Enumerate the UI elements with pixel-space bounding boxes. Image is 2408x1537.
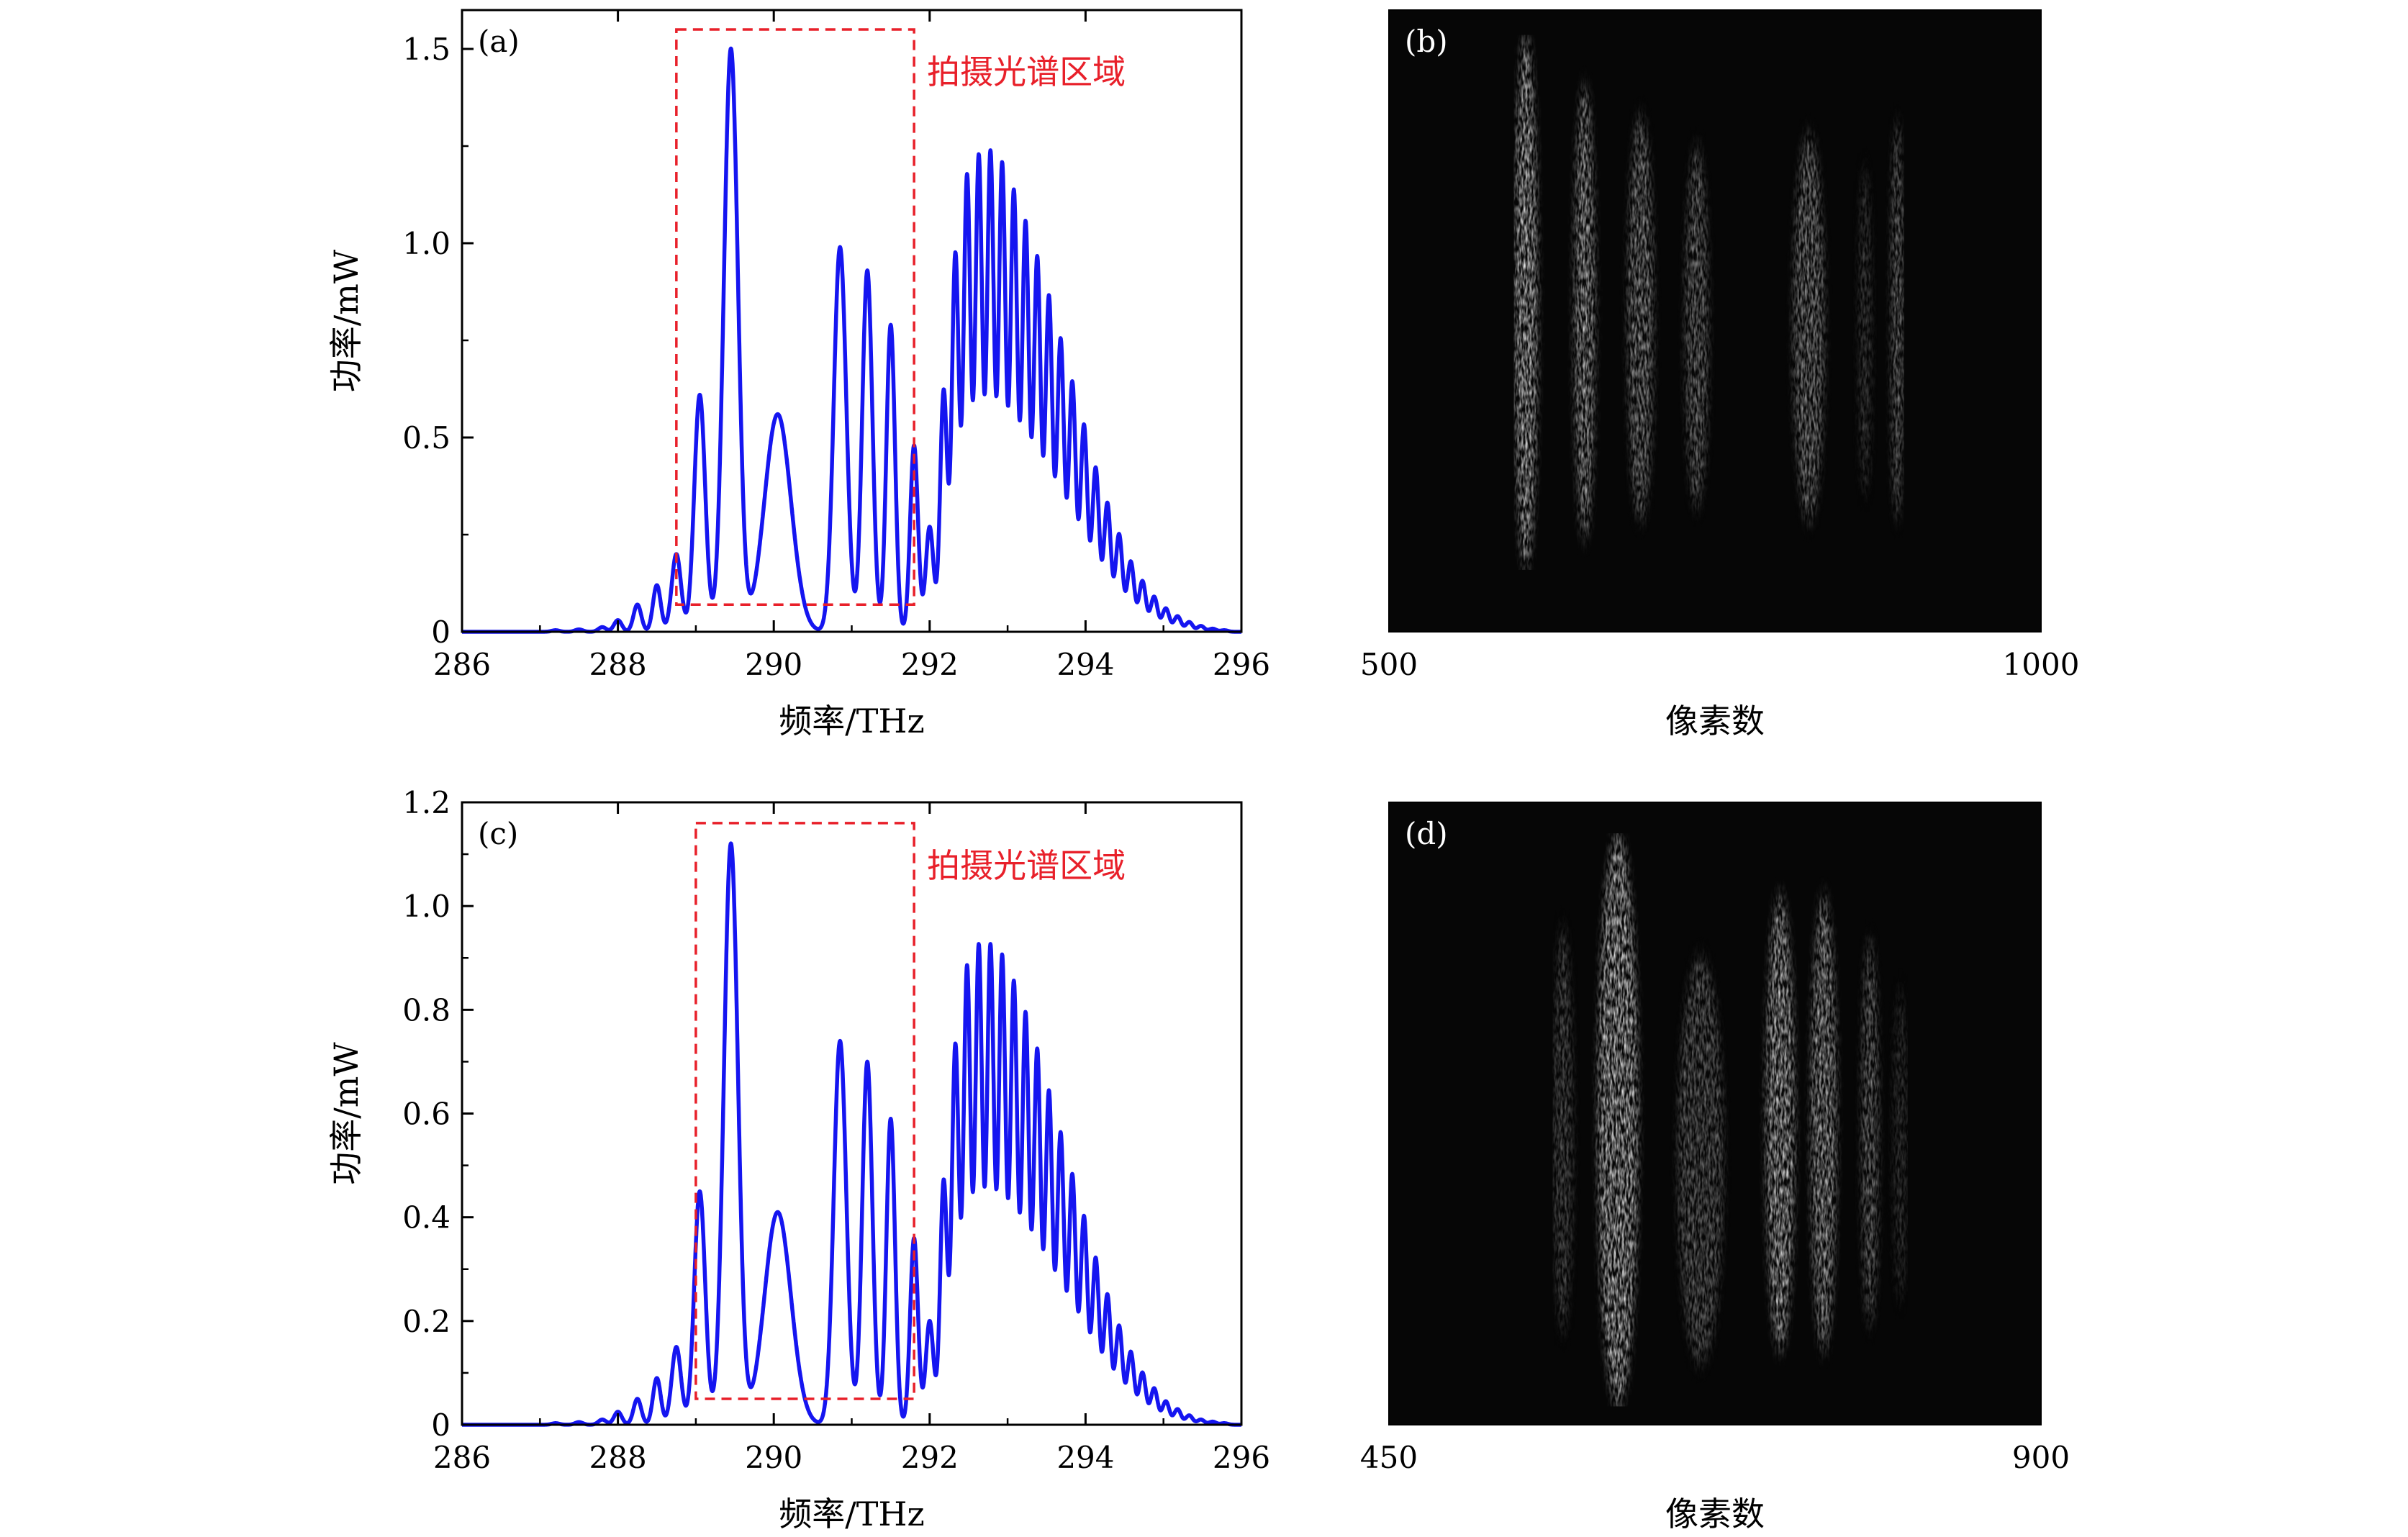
spectrum-curve (460, 841, 1244, 1427)
x-tick-label: 292 (901, 647, 959, 682)
x-axis-label: 像素数 (1665, 1495, 1765, 1533)
x-axis-label: 像素数 (1665, 702, 1765, 740)
fringe-stripe (1765, 895, 1795, 1351)
x-axis-label: 频率/THz (779, 1495, 925, 1533)
fringe-stripe (1858, 165, 1872, 495)
fringe-stripe (1597, 833, 1639, 1407)
panel-label: (c) (478, 816, 518, 851)
spectrum-curve (460, 46, 1244, 634)
panel-b-image: 500 1000 像素数 (b) (1360, 9, 2080, 740)
x-tick-label: 286 (433, 1440, 491, 1475)
x-tick-label: 288 (589, 647, 647, 682)
y-tick-label: 1.5 (402, 32, 451, 67)
y-tick-label: 0 (431, 1407, 451, 1443)
fringe-stripe (1861, 939, 1879, 1325)
panel-label: (d) (1405, 816, 1448, 851)
y-tick-label: 0.6 (402, 1097, 451, 1132)
y-tick-label: 1.0 (402, 226, 451, 261)
x-tick-label: 290 (745, 647, 802, 682)
y-tick-label: 0.4 (402, 1200, 451, 1236)
image-frame (1388, 9, 2042, 633)
x-tick-label: 292 (901, 1440, 959, 1475)
panel-d-image: 450 900 像素数 (d) (1360, 802, 2070, 1533)
x-tick-label: 450 (1360, 1440, 1418, 1475)
x-tick-label: 296 (1213, 1440, 1270, 1475)
image-background (1389, 10, 2041, 632)
x-tick-label: 1000 (2003, 647, 2080, 682)
fringe-stripe (1810, 895, 1837, 1351)
fringe-stripe (1793, 134, 1825, 520)
y-tick-label: 1.2 (402, 785, 451, 820)
fringe-stripe (1891, 122, 1904, 520)
y-axis-label: 功率/mW (327, 1042, 366, 1185)
x-tick-label: 900 (2012, 1440, 2070, 1475)
x-tick-label: 294 (1056, 647, 1114, 682)
x-tick-label: 290 (745, 1440, 802, 1475)
region-annotation: 拍摄光谱区域 (927, 846, 1126, 885)
capture-region-box (694, 822, 915, 1400)
x-tick-label: 500 (1360, 647, 1418, 682)
fringe-stripe (1627, 115, 1654, 520)
image-frame (1388, 802, 2042, 1425)
fringe-stripe (1574, 84, 1595, 539)
stripe-group (1552, 833, 1908, 1407)
fringe-stripe (1685, 147, 1708, 508)
y-tick-label: 0 (431, 615, 451, 650)
y-axis-label: 功率/mW (327, 249, 366, 392)
region-annotation: 拍摄光谱区域 (927, 53, 1126, 91)
stripe-group (1513, 35, 1904, 570)
panel-label: (b) (1405, 24, 1448, 59)
y-tick-label: 1.0 (402, 889, 451, 924)
fringe-stripe (1677, 958, 1724, 1363)
panel-a-spectrum: 拍摄光谱区域 286 288 290 292 294 296 0 0.5 1.0 1.5 频率/THz… (327, 9, 1270, 740)
y-tick-label: 0.2 (402, 1304, 451, 1339)
x-tick-label: 286 (433, 647, 491, 682)
fringe-stripe (1893, 989, 1908, 1300)
x-axis-label: 频率/THz (779, 702, 925, 740)
capture-region-box (675, 28, 915, 606)
fringe-stripe (1513, 35, 1538, 570)
y-tick-label: 0.8 (402, 992, 451, 1028)
x-tick-label: 296 (1213, 647, 1270, 682)
y-tick-label: 0.5 (402, 420, 451, 455)
x-tick-label: 294 (1056, 1440, 1114, 1475)
x-tick-label: 288 (589, 1440, 647, 1475)
panel-c-spectrum: 拍摄光谱区域 286 288 290 292 294 296 0 0.2 0.4 0.6 0.8 1.0… (327, 785, 1270, 1533)
panel-label: (a) (478, 24, 520, 59)
fringe-stripe (1552, 927, 1573, 1332)
